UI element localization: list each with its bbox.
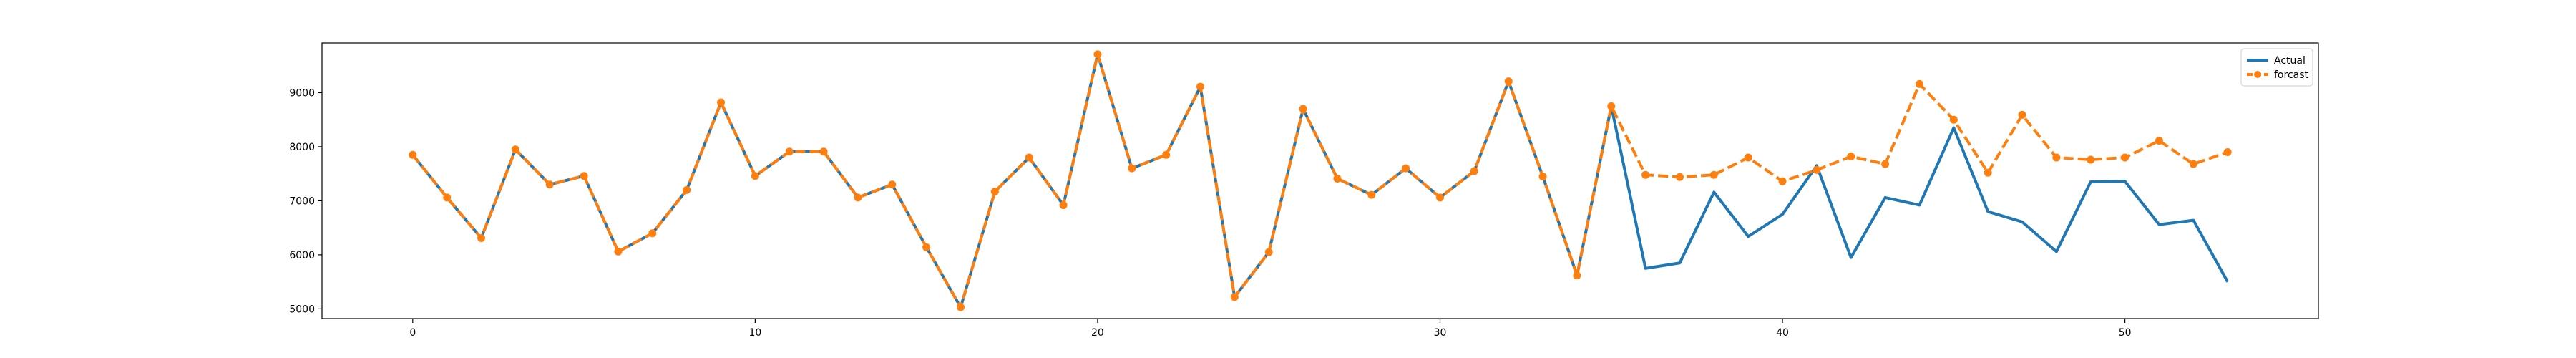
data-point-forcast: [545, 180, 554, 189]
data-point-forcast: [443, 193, 452, 202]
data-point-forcast: [1881, 160, 1890, 168]
data-point-forcast: [2121, 153, 2129, 162]
data-point-forcast: [1059, 200, 1068, 209]
data-point-forcast: [990, 188, 999, 196]
data-point-forcast: [580, 172, 588, 180]
x-tick-label: 50: [2119, 327, 2132, 339]
data-point-forcast: [2087, 155, 2095, 164]
data-point-forcast: [1196, 82, 1205, 91]
data-point-forcast: [1093, 50, 1102, 59]
plot-background: [322, 43, 2318, 319]
data-point-forcast: [888, 180, 897, 189]
data-point-forcast: [409, 150, 417, 159]
data-point-forcast: [1264, 248, 1273, 256]
data-point-forcast: [819, 147, 828, 156]
data-point-forcast: [1675, 173, 1684, 181]
data-point-forcast: [1641, 170, 1650, 179]
data-point-forcast: [1025, 153, 1033, 162]
data-point-forcast: [1470, 167, 1478, 175]
data-point-forcast: [1162, 150, 1171, 159]
data-point-forcast: [1333, 174, 1342, 183]
axes-frame: [321, 42, 2319, 319]
data-point-forcast: [1402, 164, 1410, 173]
data-point-forcast: [2052, 153, 2061, 162]
legend-marker-forcast: [2254, 71, 2261, 78]
data-point-forcast: [1230, 293, 1239, 301]
data-point-forcast: [1299, 105, 1307, 113]
data-point-forcast: [2223, 147, 2232, 156]
data-point-forcast: [1504, 77, 1513, 86]
data-point-forcast: [1915, 79, 1923, 88]
series-line-forcast: [411, 52, 2228, 309]
y-tick-label: 7000: [289, 195, 315, 207]
data-point-forcast: [785, 147, 794, 156]
y-tick-label: 9000: [289, 87, 315, 99]
x-tick-label: 10: [748, 327, 761, 339]
legend: Actual forcast: [2240, 48, 2313, 87]
data-point-forcast: [2189, 160, 2197, 168]
data-point-forcast: [1984, 168, 1992, 177]
y-tick-label: 8000: [289, 142, 315, 153]
data-point-forcast: [648, 229, 657, 238]
data-point-forcast: [477, 234, 486, 243]
x-tick-label: 0: [409, 327, 416, 339]
legend-label-forcast: forcast: [2274, 69, 2309, 81]
axes: 0 10 20 30 40 50 5000 6000 7000 8000 9000: [289, 42, 2319, 339]
data-point-forcast: [1128, 164, 1136, 173]
data-point-forcast: [1367, 190, 1376, 199]
plot-area: [322, 43, 2318, 319]
data-point-forcast: [1847, 153, 1855, 161]
data-point-forcast: [957, 303, 965, 311]
x-tick-label: 30: [1434, 327, 1447, 339]
data-point-forcast: [614, 247, 623, 256]
data-point-forcast: [717, 98, 726, 107]
y-tick-label: 5000: [289, 304, 315, 315]
y-tick-label: 6000: [289, 250, 315, 261]
data-point-forcast: [1813, 165, 1821, 174]
data-point-forcast: [683, 185, 691, 194]
data-point-forcast: [1709, 170, 1718, 179]
data-point-forcast: [1744, 153, 1752, 162]
data-point-forcast: [1607, 102, 1616, 110]
x-tick-label: 20: [1091, 327, 1104, 339]
data-point-forcast: [1778, 177, 1787, 185]
data-point-forcast: [922, 243, 931, 251]
data-point-forcast: [751, 172, 759, 180]
data-point-forcast: [511, 145, 519, 154]
x-tick-label: 40: [1776, 327, 1789, 339]
data-point-forcast: [1949, 115, 1958, 124]
data-point-forcast: [854, 193, 862, 202]
data-point-forcast: [2155, 137, 2163, 145]
data-point-forcast: [1538, 172, 1547, 180]
legend-label-actual: Actual: [2274, 55, 2306, 67]
data-point-forcast: [2018, 110, 2026, 119]
data-point-forcast: [1435, 193, 1444, 202]
data-point-forcast: [1573, 271, 1581, 280]
